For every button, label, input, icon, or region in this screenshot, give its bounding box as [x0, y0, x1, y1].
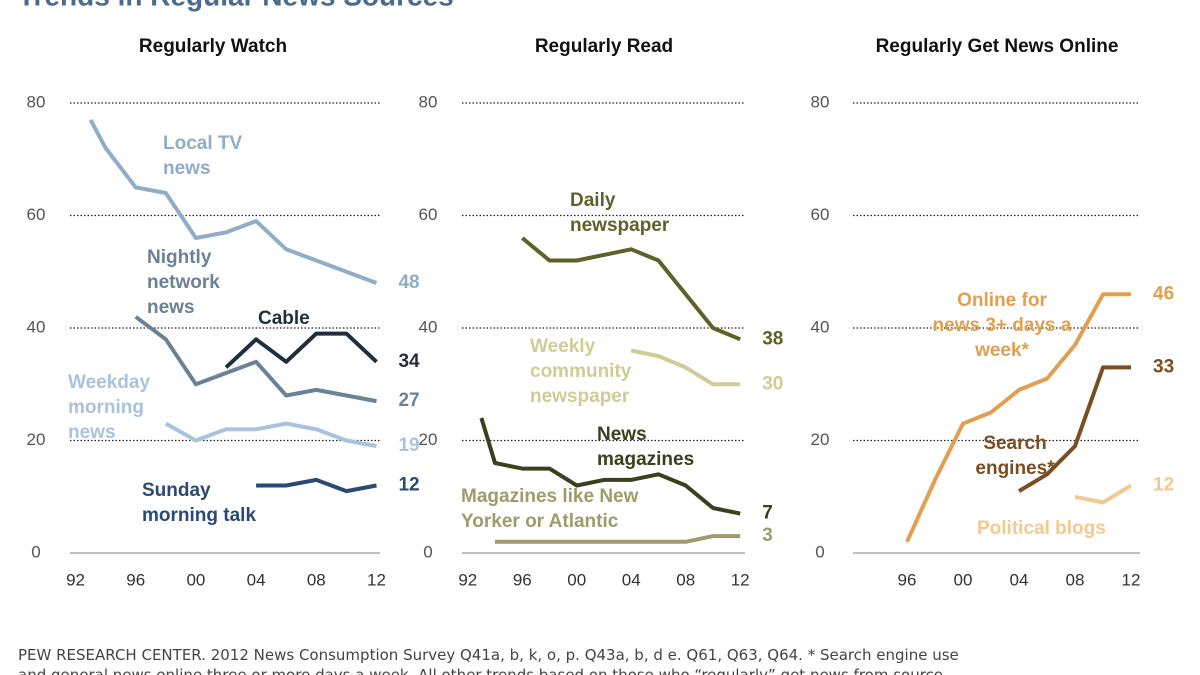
- x-tick-label: 08: [676, 570, 695, 589]
- panel-title: Regularly Get News Online: [876, 36, 1119, 57]
- series-line: [1074, 483, 1133, 505]
- x-tick-label: 92: [66, 570, 85, 589]
- series-label: Online for news 3+ days a week*: [932, 290, 1072, 361]
- y-tick-label: 20: [419, 430, 438, 449]
- y-tick-label: 80: [419, 92, 438, 111]
- data-label: 33: [1153, 356, 1174, 377]
- series-label: Magazines like New Yorker or Atlantic: [461, 486, 639, 532]
- x-tick-label: 08: [1066, 570, 1085, 589]
- data-label: 46: [1153, 283, 1174, 304]
- series-line: [164, 421, 377, 449]
- y-tick-label: 20: [811, 430, 830, 449]
- x-tick-label: 96: [126, 570, 145, 589]
- series-label: Search engines*: [975, 433, 1055, 479]
- series-line: [905, 292, 1131, 543]
- y-tick-label: 0: [31, 542, 40, 561]
- data-label: 19: [398, 435, 419, 456]
- series-label: Local TV news: [163, 133, 243, 179]
- data-label: 34: [398, 351, 420, 372]
- x-tick-label: 96: [513, 570, 532, 589]
- series-line: [88, 118, 378, 285]
- x-tick-label: 12: [731, 570, 750, 589]
- data-label: 27: [398, 390, 419, 411]
- y-tick-label: 0: [815, 542, 824, 561]
- data-label: 48: [398, 272, 419, 293]
- x-tick-label: 04: [247, 570, 266, 589]
- data-label: 38: [762, 328, 783, 349]
- data-label: 12: [398, 475, 419, 496]
- page-title: Trends in Regular News Sources: [18, 0, 454, 11]
- x-tick-label: 12: [1122, 570, 1141, 589]
- series-label: Sunday morning talk: [142, 480, 257, 526]
- x-tick-label: 92: [458, 570, 477, 589]
- x-tick-label: 04: [1010, 570, 1029, 589]
- y-tick-label: 60: [27, 205, 46, 224]
- footnote: PEW RESEARCH CENTER. 2012 News Consumpti…: [18, 646, 959, 664]
- series-label: News magazines: [597, 424, 695, 470]
- series-label: Weekday morning news: [68, 372, 151, 443]
- y-tick-label: 40: [27, 317, 46, 336]
- y-tick-label: 0: [423, 542, 432, 561]
- y-tick-label: 80: [811, 92, 830, 111]
- data-label: 3: [762, 525, 773, 546]
- panel-title: Regularly Watch: [139, 36, 287, 57]
- series-line: [495, 534, 741, 544]
- chart: Trends in Regular News Sources Regularly…: [18, 0, 1174, 589]
- y-tick-label: 80: [27, 92, 46, 111]
- series-line: [1017, 365, 1131, 493]
- x-tick-label: 00: [567, 570, 586, 589]
- series-label: Weekly community newspaper: [530, 336, 632, 407]
- series-label: Daily newspaper: [570, 190, 670, 236]
- series-label: Cable: [258, 308, 310, 329]
- series-line: [256, 477, 377, 494]
- y-tick-label: 20: [27, 430, 46, 449]
- data-label: 7: [762, 503, 773, 524]
- series-line: [630, 348, 741, 387]
- x-tick-label: 00: [186, 570, 205, 589]
- y-tick-label: 40: [811, 317, 830, 336]
- panel-title: Regularly Read: [535, 36, 673, 57]
- y-tick-label: 60: [811, 205, 830, 224]
- y-tick-label: 60: [419, 205, 438, 224]
- series-line: [134, 315, 377, 404]
- data-label: 30: [762, 373, 783, 394]
- x-tick-label: 04: [622, 570, 641, 589]
- x-tick-label: 12: [367, 570, 386, 589]
- x-tick-label: 00: [954, 570, 973, 589]
- series-label: Political blogs: [977, 518, 1106, 539]
- y-tick-label: 40: [419, 317, 438, 336]
- x-tick-label: 96: [898, 570, 917, 589]
- series-line: [224, 331, 378, 369]
- footnote: and general news online three or more da…: [18, 666, 948, 675]
- series-line: [521, 236, 741, 342]
- x-tick-label: 08: [307, 570, 326, 589]
- series-label: Nightly network news: [147, 247, 220, 318]
- series-line: [479, 417, 741, 516]
- data-label: 12: [1153, 475, 1174, 496]
